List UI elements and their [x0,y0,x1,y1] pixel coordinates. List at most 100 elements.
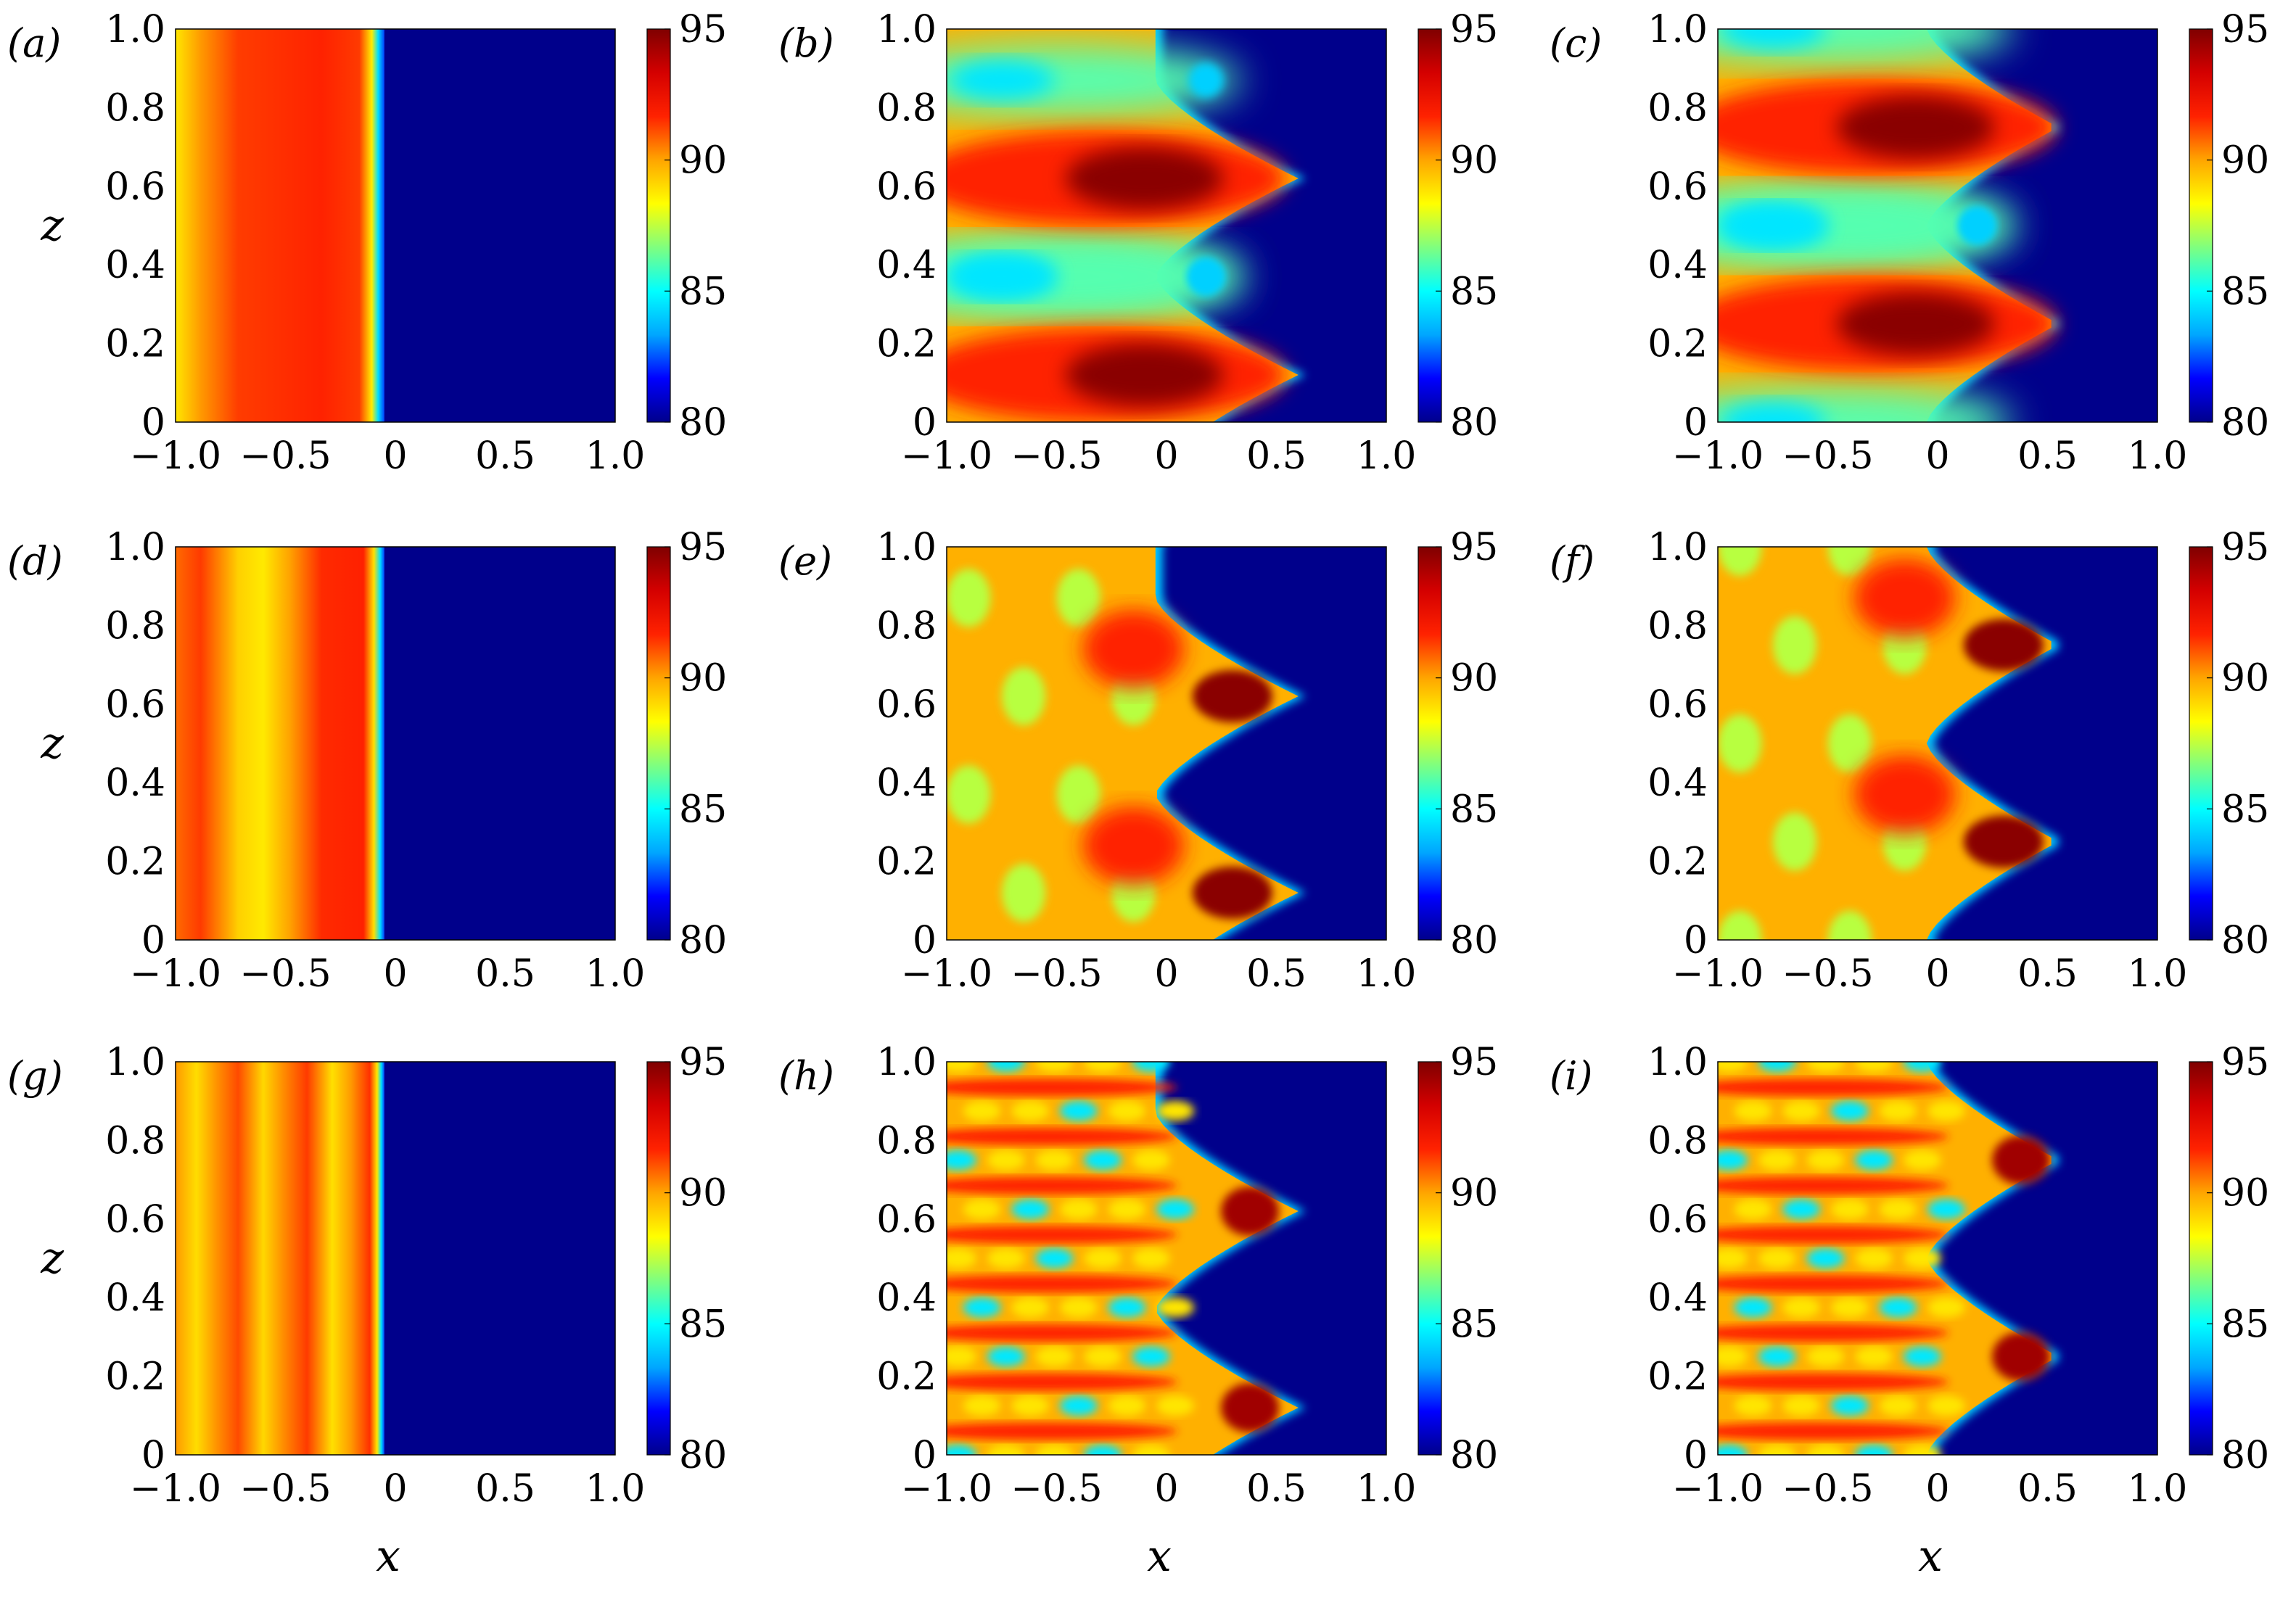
cell-spot [1011,1100,1050,1121]
colorbar [2189,28,2213,423]
panel-label: (d) [7,538,63,584]
colorbar-tick-label: 80 [1450,1434,1498,1477]
z-tick-label: 1.0 [105,1041,165,1084]
colorbar-tick-label: 85 [2221,1303,2269,1346]
x-tick-label: 1.0 [1357,434,1417,478]
cell-spot [1734,1199,1772,1220]
z-tick-label: 0.2 [876,841,937,884]
cell-spot [987,1346,1025,1367]
x-tick-label: 0 [383,1467,407,1511]
z-tick-label: 0.2 [876,1355,937,1399]
x-tick-label: −0.5 [1782,434,1873,478]
cell-spot [987,1248,1025,1268]
colorbar-tick-label: 90 [2221,657,2269,701]
cell-spot [1927,1297,1966,1318]
cell-spot [1084,1062,1122,1072]
x-tick-label: −1.0 [130,434,221,478]
interior-structure [1718,547,2044,940]
x-tick-label: 0 [1925,434,1949,478]
cell-spot [1855,1150,1893,1171]
cell-spot [1927,1199,1966,1220]
hot-core [1221,1186,1280,1236]
x-tick-label: −0.5 [1011,952,1102,996]
plot-frame [175,1061,616,1456]
z-tick-label: 0.6 [105,165,165,209]
cell-spot [1758,1150,1796,1171]
colorbar-tick-label: 95 [1450,1041,1498,1084]
cell-spot [1879,1100,1917,1121]
cell-spot [1903,1445,1941,1455]
cell-spot [963,1395,1001,1416]
cell-spot [1084,1445,1122,1455]
panel-label: (g) [7,1053,63,1099]
z-tick-label: 1.0 [1647,526,1708,569]
interior-structure [1718,29,2057,422]
hot-core [1192,669,1272,722]
x-tick-label: 1.0 [585,1467,646,1511]
x-tick-label: −0.5 [239,1467,331,1511]
warm-region [947,29,1299,422]
cell-spot [1782,1297,1821,1318]
cell-spot [1108,1100,1146,1121]
cell-spot [947,1346,977,1367]
interior-structure [947,569,1272,922]
z-tick-label: 0.2 [105,1355,165,1399]
colorbar-tick-label: 95 [679,1041,727,1084]
cool-blob [1188,259,1224,294]
cool-spot [947,569,991,627]
colorbar-tick-label: 90 [2221,139,2269,183]
colorbar-tick-label: 85 [1450,1303,1498,1346]
cell-spot [947,1248,977,1268]
z-axis-title: z [40,200,64,251]
colorbar-tick-label: 85 [1450,270,1498,313]
z-tick-label: 1.0 [876,526,937,569]
colorbar-tick-label: 95 [2221,8,2269,51]
heatmap-field [1685,1029,2157,1455]
x-tick-label: −0.5 [1011,434,1102,478]
colorbar-tick-label: 90 [2221,1172,2269,1216]
colorbar-tick-label: 85 [679,270,727,313]
cell-spot [1734,1100,1772,1121]
interior-structure [1685,1029,2051,1455]
hot-streak [1685,1029,1949,1047]
colorbar-tick-label: 95 [2221,526,2269,569]
cell-spot [1011,1395,1050,1416]
colorbar-tick-label: 90 [679,657,727,701]
hot-streak [1718,1127,1949,1145]
x-tick-label: 0 [1154,434,1178,478]
cell-spot [1011,1199,1050,1220]
colorbar [646,546,671,941]
cell-spot [1035,1062,1074,1072]
z-tick-label: 0.4 [1647,244,1708,287]
cell-spot [1830,1395,1869,1416]
hot-streak [947,1324,1178,1342]
panel-h: −1.0 −0.5 0 0.5 1.0 0 0.2 0.4 0.6 0.8 1.0 (h) x 80 85 9… [778,1041,1498,1582]
cool-blob [1188,62,1224,98]
cell-spot [963,1199,1001,1220]
hot-streak [1718,1324,1949,1342]
hot-streak [947,1275,1178,1293]
cell-spot [1855,1062,1893,1072]
colorbar [1417,546,1442,941]
cell-spot [987,1445,1025,1455]
cell-spot [987,1150,1025,1171]
x-tick-label: −0.5 [1782,1467,1873,1511]
colorbar-tick-label: 90 [679,139,727,183]
panel-a: −1.0 −0.5 0 0.5 1.0 0 0.2 0.4 0.6 0.8 1.0 (a) z 80 85 9… [7,8,727,478]
colorbar-tick-label: 80 [679,1434,727,1477]
cell-spot [1806,1248,1845,1268]
hot-streak [947,1422,1178,1440]
cool-spot [947,765,991,824]
cell-spot [1084,1248,1122,1268]
colorbar-tick-label: 95 [679,526,727,569]
hot-streak [1718,1078,1949,1097]
cell-spot [1059,1395,1098,1416]
colorbar-tick-label: 80 [679,401,727,445]
cell-spot [1718,1346,1748,1367]
cool-spot [1773,812,1817,871]
x-tick-label: 0 [1154,1467,1178,1511]
plot-frame [946,28,1387,423]
colorbar-tick-label: 80 [1450,401,1498,445]
x-tick-label: 1.0 [2128,434,2188,478]
